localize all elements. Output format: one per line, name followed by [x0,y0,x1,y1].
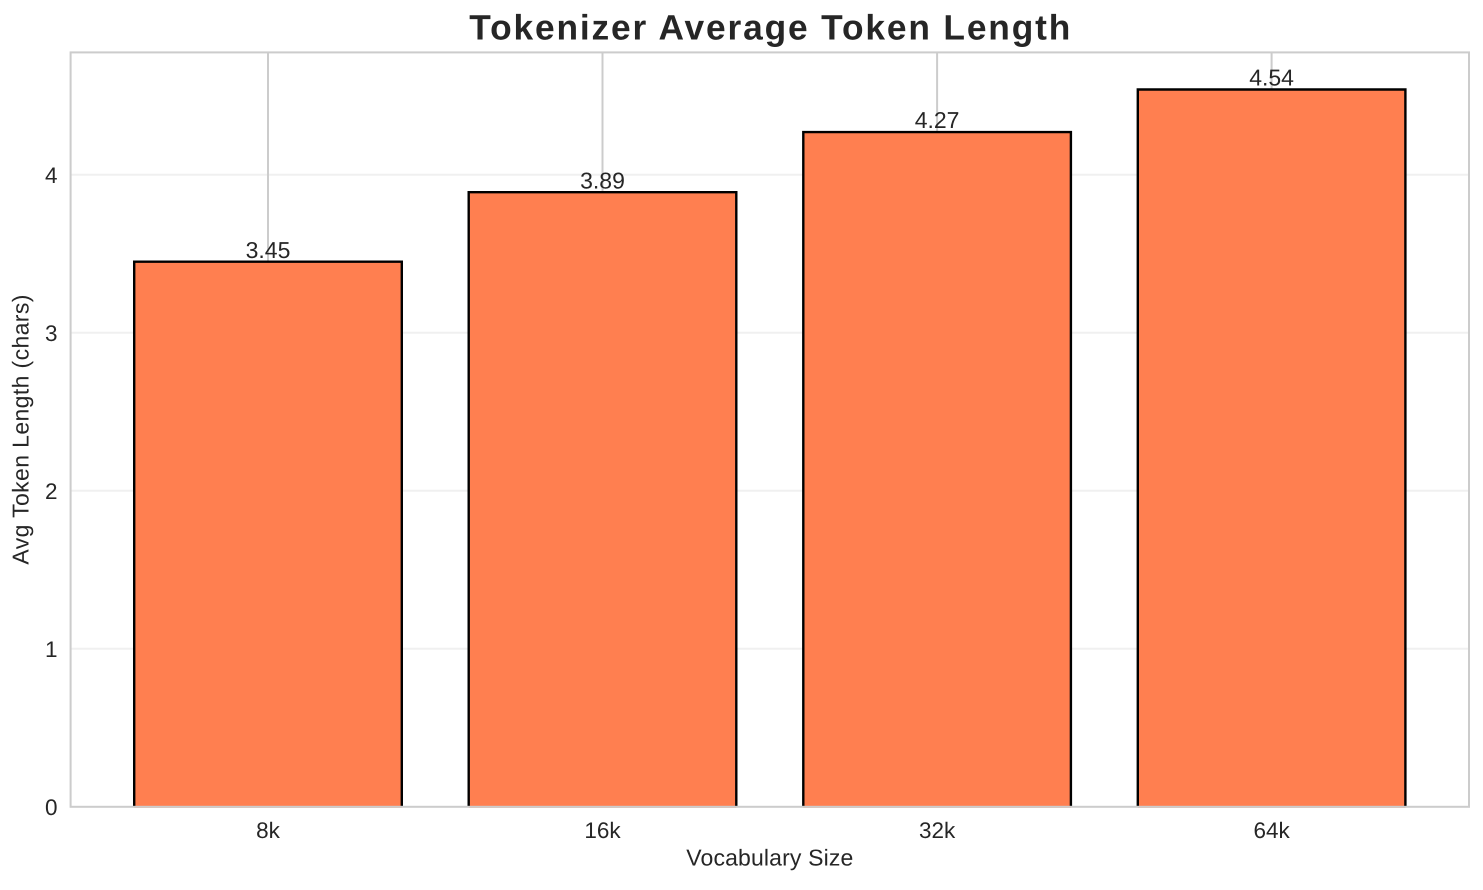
svg-text:3: 3 [45,321,58,346]
svg-text:16k: 16k [584,818,621,843]
svg-text:Avg Token Length (chars): Avg Token Length (chars) [8,295,34,565]
svg-text:Vocabulary Size: Vocabulary Size [686,844,853,870]
svg-text:4.27: 4.27 [915,107,960,133]
svg-text:4.54: 4.54 [1249,65,1294,91]
svg-text:1: 1 [45,637,58,662]
svg-text:32k: 32k [919,818,956,843]
svg-text:4: 4 [45,163,58,188]
svg-text:64k: 64k [1253,818,1290,843]
svg-text:2: 2 [45,479,58,504]
svg-text:0: 0 [45,795,58,820]
svg-text:Tokenizer Average Token Length: Tokenizer Average Token Length [469,9,1070,48]
svg-text:3.45: 3.45 [246,237,291,263]
svg-text:8k: 8k [256,818,281,843]
svg-text:3.89: 3.89 [580,167,625,193]
